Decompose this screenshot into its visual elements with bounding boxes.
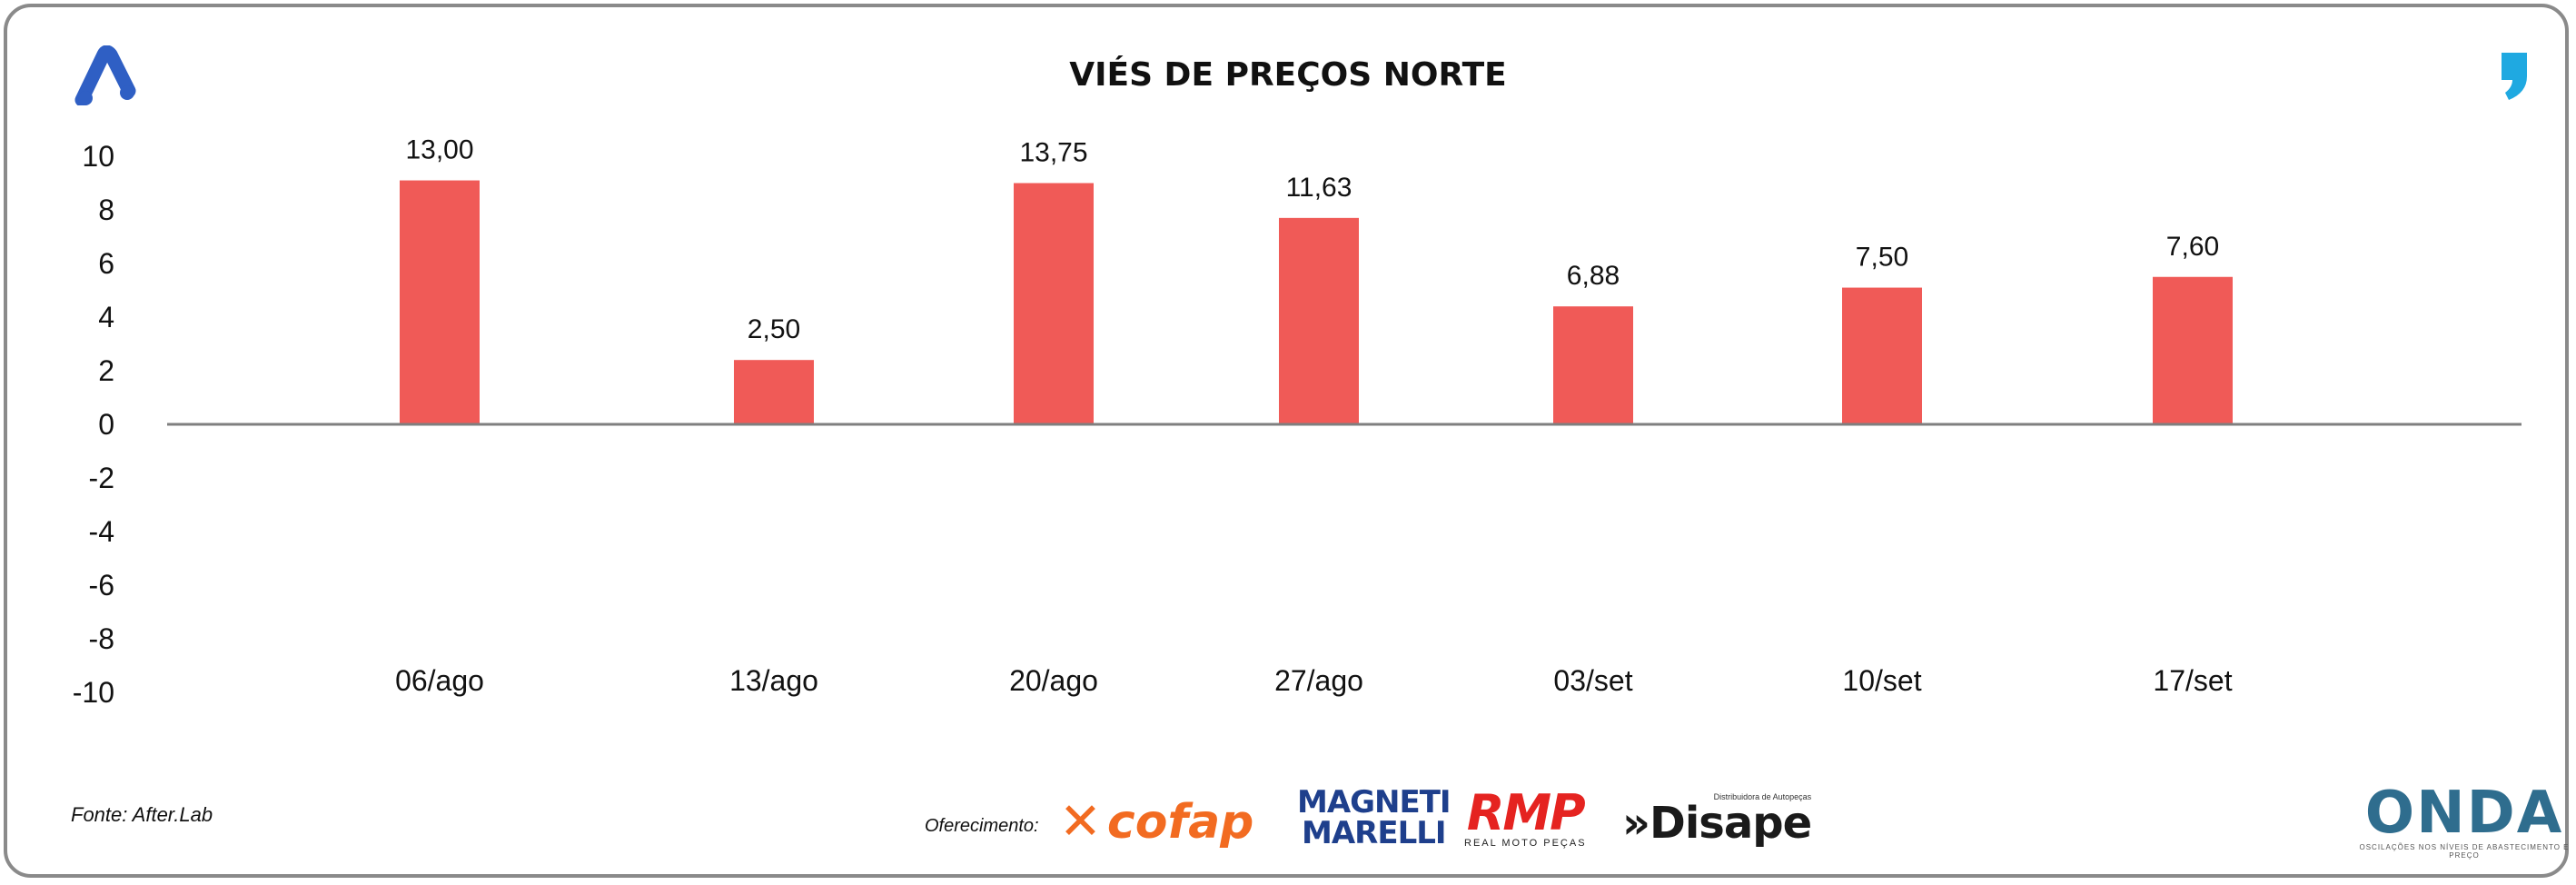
bar: [734, 360, 814, 424]
y-tick-label: 6: [98, 247, 114, 280]
bar: [400, 180, 480, 425]
onda-tagline: OSCILAÇÕES NOS NÍVEIS DE ABASTECIMENTO E…: [2359, 843, 2570, 860]
marelli-wordmark: MARELLI: [1302, 815, 1447, 851]
y-tick-label: -6: [89, 569, 114, 602]
x-tick-label: 06/ago: [395, 664, 484, 697]
bar: [1279, 217, 1359, 424]
data-label: 13,00: [405, 135, 473, 165]
chart-card: [4, 4, 2569, 878]
x-tick-label: 10/set: [1842, 664, 1921, 697]
onda-logo: ONDA OSCILAÇÕES NOS NÍVEIS DE ABASTECIME…: [2353, 783, 2576, 860]
chart-title: VIÉS DE PREÇOS NORTE: [1069, 56, 1507, 94]
y-tick-label: 2: [98, 354, 114, 387]
y-tick-label: 0: [98, 408, 114, 441]
cofap-wordmark: cofap: [1106, 794, 1254, 850]
y-tick-label: -4: [89, 515, 114, 548]
y-tick-label: -10: [73, 676, 114, 709]
data-label: 6,88: [1567, 261, 1620, 291]
data-label: 7,60: [2166, 232, 2219, 262]
x-tick-label: 03/set: [1553, 664, 1632, 697]
sponsor-label: Oferecimento:: [925, 816, 1039, 836]
cofap-logo: ✕ cofap: [1059, 792, 1253, 851]
rmp-logo: RMP REAL MOTO PEÇAS: [1464, 784, 1587, 850]
x-tick-label: 13/ago: [729, 664, 818, 697]
y-tick-label: 10: [82, 140, 114, 173]
magneti-marelli-logo: MAGNETI MARELLI: [1297, 787, 1451, 849]
y-tick-label: 4: [98, 301, 114, 333]
disape-tagline: Distribuidora de Autopeças: [1713, 792, 1812, 801]
disape-logo: Distribuidora de Autopeças »Disape: [1622, 792, 1812, 849]
bar: [2153, 276, 2233, 424]
source-note: Fonte: After.Lab: [71, 803, 213, 826]
bar: [1014, 183, 1094, 424]
x-tick-label: 20/ago: [1009, 664, 1098, 697]
bar: [1842, 287, 1922, 424]
y-tick-label: -8: [89, 622, 114, 655]
brand-logo-icon: [74, 45, 138, 110]
y-tick-label: -2: [89, 462, 114, 494]
rmp-tagline: REAL MOTO PEÇAS: [1464, 838, 1587, 849]
magneti-wordmark: MAGNETI: [1297, 784, 1451, 820]
y-tick-label: 8: [98, 194, 114, 226]
data-label: 11,63: [1286, 173, 1352, 203]
data-label: 13,75: [1019, 138, 1087, 168]
quote-mark-icon: [2496, 49, 2532, 108]
data-label: 2,50: [748, 314, 800, 344]
rmp-wordmark: RMP: [1466, 784, 1586, 841]
disape-wordmark: »Disape: [1622, 798, 1812, 849]
onda-wordmark: ONDA: [2364, 780, 2564, 847]
data-label: 7,50: [1856, 243, 1908, 273]
cofap-x-icon: ✕: [1059, 792, 1102, 851]
bar: [1553, 306, 1633, 424]
x-tick-label: 27/ago: [1274, 664, 1363, 697]
x-tick-label: 17/set: [2153, 664, 2232, 697]
